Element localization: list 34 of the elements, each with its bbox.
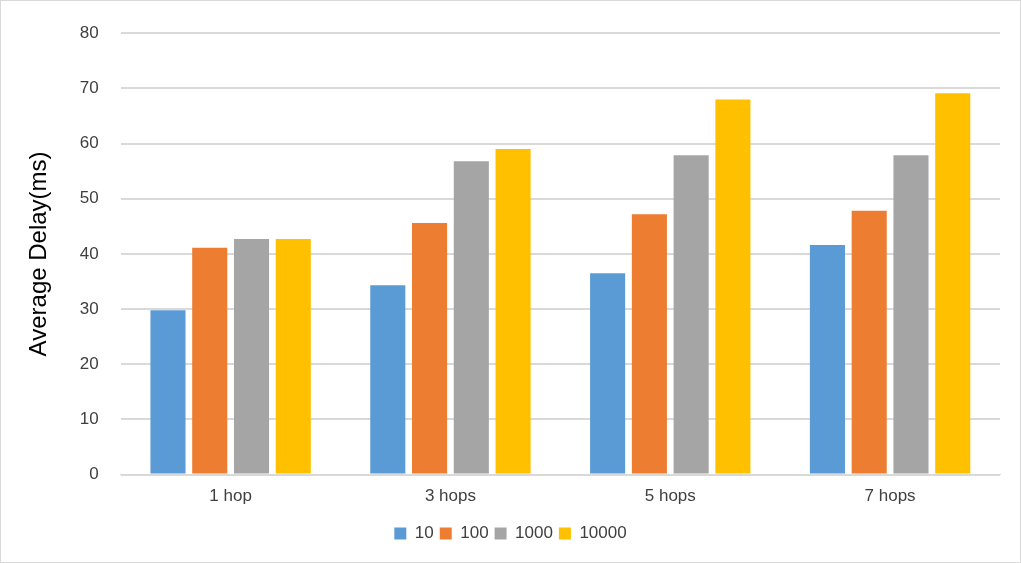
- bar: [233, 239, 270, 474]
- y-tick-label: 30: [79, 298, 99, 318]
- bar: [893, 155, 929, 474]
- bar: [590, 273, 626, 474]
- bar: [412, 223, 448, 474]
- legend-label: 10: [414, 523, 434, 543]
- legend-label: 10000: [579, 523, 627, 543]
- y-tick-label: 70: [79, 78, 99, 98]
- bar: [453, 161, 489, 474]
- y-tick-label: 10: [79, 409, 99, 429]
- bar: [370, 285, 406, 474]
- y-tick-label: 0: [89, 464, 99, 484]
- y-axis-title: Average Delay(ms): [24, 151, 52, 357]
- legend-label: 100: [460, 523, 489, 543]
- legend-label: 1000: [515, 523, 553, 543]
- y-tick-label: 50: [79, 188, 99, 208]
- x-tick-label: 1 hop: [209, 486, 252, 506]
- bar: [150, 310, 186, 474]
- y-tick-label: 20: [79, 353, 99, 373]
- y-tick-label: 40: [79, 243, 99, 263]
- y-tick-label: 60: [79, 133, 99, 153]
- bar: [495, 149, 531, 474]
- y-tick-label: 80: [79, 22, 99, 42]
- bar: [935, 93, 971, 474]
- bar: [192, 247, 228, 474]
- x-tick-label: 5 hops: [644, 486, 696, 506]
- x-tick-label: 7 hops: [864, 486, 916, 506]
- x-tick-label: 3 hops: [424, 486, 476, 506]
- bar: [809, 245, 845, 474]
- bar: [673, 155, 709, 474]
- bar: [715, 99, 751, 474]
- bar: [631, 214, 667, 474]
- bar: [275, 239, 311, 474]
- bar: [851, 210, 887, 474]
